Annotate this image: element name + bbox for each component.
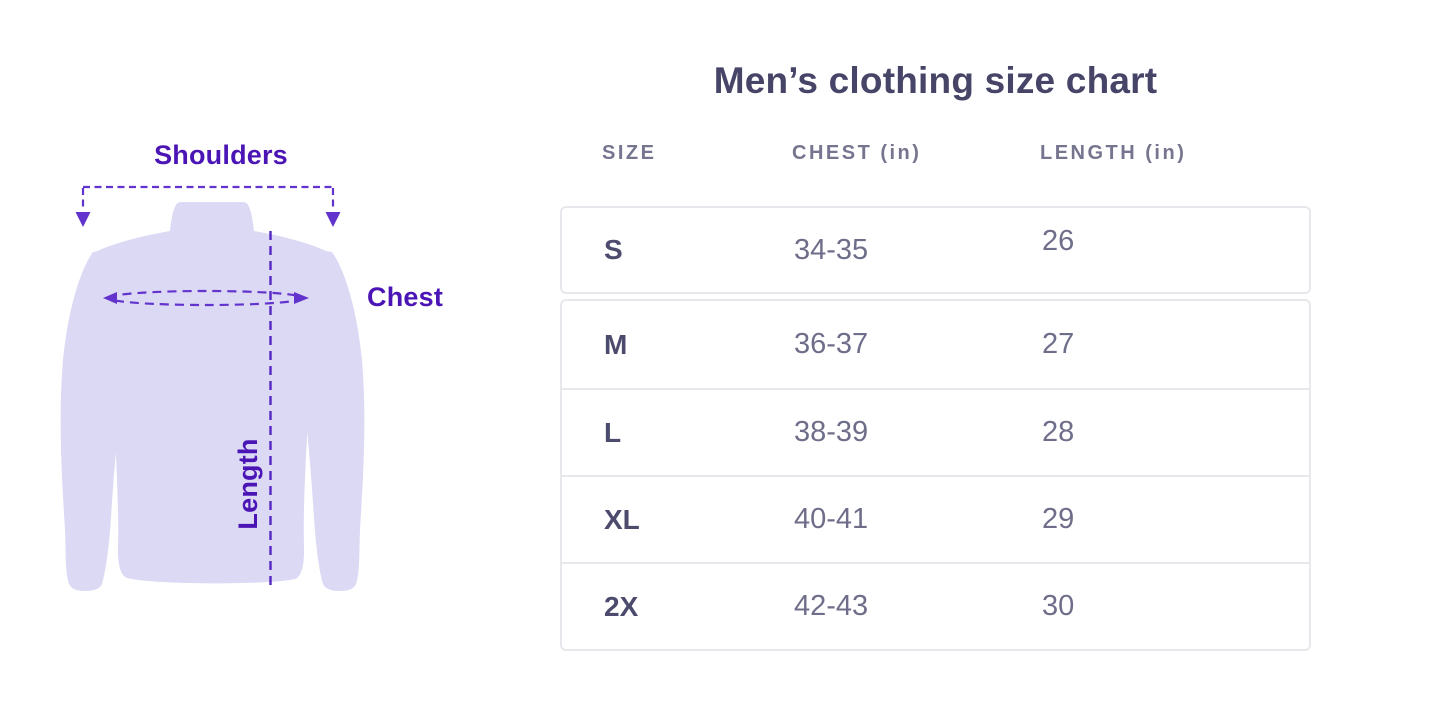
column-header-length: LENGTH (in) [1040, 142, 1187, 164]
column-header-size: SIZE [602, 142, 657, 164]
size-table-cell-chest: 36-37 [794, 328, 869, 360]
chest-arrow-left-icon [103, 292, 117, 304]
size-table-cell-chest: 34-35 [794, 233, 869, 266]
table-row: M 36-37 27 [562, 301, 1309, 388]
size-table-cell-length: 28 [1042, 416, 1075, 448]
table-row: 2X 42-43 30 [562, 562, 1309, 649]
size-table-cell-length: 26 [1042, 224, 1075, 257]
size-table-cell-chest: 40-41 [794, 503, 869, 535]
size-table-cell-chest: 42-43 [794, 590, 869, 622]
size-table-cell-size: L [604, 416, 622, 448]
size-table-cell-length: 30 [1042, 590, 1075, 622]
size-table-header: SIZE CHEST (in) LENGTH (in) [560, 141, 1311, 166]
size-table-cell-size: 2X [604, 590, 639, 622]
shirt-right-sleeve [279, 250, 365, 591]
size-table-panel: Men’s clothing size chart SIZE CHEST (in… [560, 0, 1311, 651]
length-label-wrap: Length [232, 424, 264, 544]
chest-arrow-right-icon [294, 292, 309, 304]
table-row: L 38-39 28 [562, 388, 1309, 475]
table-row: S 34-35 26 [562, 208, 1309, 292]
table-row: XL 40-41 29 [562, 475, 1309, 562]
shoulders-label: Shoulders [154, 140, 288, 170]
shirt-illustration [60, 185, 365, 591]
length-label: Length [232, 438, 263, 530]
size-table-cell-size: XL [604, 503, 640, 535]
shoulders-arrow-right-icon [325, 212, 341, 227]
size-table-cell-size: M [604, 328, 628, 360]
shoulders-arrow-left-icon [75, 212, 91, 227]
page-title: Men’s clothing size chart [713, 60, 1158, 101]
chest-label: Chest [367, 282, 444, 312]
shoulders-measure-line [81, 185, 335, 211]
size-table-cell-length: 29 [1042, 503, 1075, 535]
size-table-group-top: S 34-35 26 [560, 206, 1311, 294]
size-table-cell-size: S [604, 234, 623, 265]
size-table-cell-chest: 38-39 [794, 416, 869, 448]
shirt-left-sleeve [60, 250, 146, 591]
column-header-chest: CHEST (in) [792, 142, 922, 164]
shirt-body [91, 202, 332, 584]
size-table-group-bottom: M 36-37 27 L 38-39 28 XL 40-41 29 2X 42-43 30 [560, 299, 1311, 651]
size-table-cell-length: 27 [1042, 328, 1075, 360]
